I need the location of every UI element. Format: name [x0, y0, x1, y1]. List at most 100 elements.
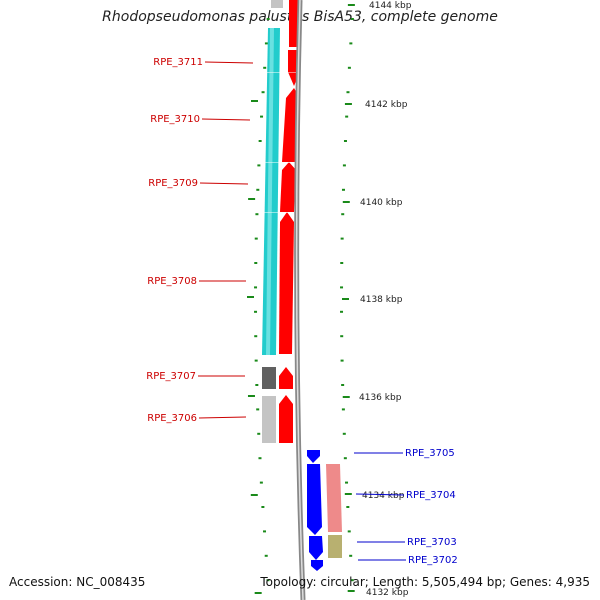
- feature-divider: [262, 162, 302, 163]
- tick-mark: [254, 286, 258, 289]
- tick-mark: [349, 554, 353, 557]
- left-gene-label: RPE_3710: [150, 114, 200, 125]
- olive-feature: [328, 535, 342, 558]
- left-gene-label: RPE_3709: [148, 178, 198, 189]
- accession-text: Accession: NC_008435: [9, 575, 146, 589]
- tick-mark: [254, 310, 258, 313]
- tick-mark: [254, 359, 258, 362]
- tick-mark: [266, 18, 270, 20]
- left-gene-label: RPE_3708: [147, 276, 197, 287]
- tick-mark: [350, 18, 354, 20]
- tick-mark: [259, 481, 263, 484]
- tick-mark: [255, 213, 259, 216]
- leader-line: [204, 61, 254, 64]
- tick-mark: [260, 115, 264, 118]
- left-tick-track: [247, 18, 270, 594]
- tick-mark: [345, 115, 349, 118]
- reverse-cds-arrow: [311, 560, 323, 571]
- major-tick: [250, 494, 258, 496]
- tick-mark: [340, 310, 344, 313]
- tick-mark: [342, 432, 346, 435]
- tick-mark: [263, 530, 267, 533]
- right-gene-label: RPE_3702: [408, 555, 458, 566]
- major-tick: [342, 298, 350, 300]
- right-gene-label: RPE_3703: [407, 537, 457, 548]
- tick-mark: [346, 91, 350, 94]
- tick-mark: [341, 384, 345, 386]
- tick-mark: [258, 140, 262, 142]
- scale-label: 4140 kbp: [360, 198, 403, 208]
- scale-label: 4132 kbp: [366, 588, 409, 598]
- cyan-feature-highlight: [266, 28, 274, 355]
- major-tick: [344, 103, 352, 105]
- cds-arrow: [280, 162, 296, 212]
- gene-labels: RPE_3711 RPE_3710 RPE_3709 RPE_3708 RPE_3707…: [146, 57, 458, 566]
- tick-mark: [257, 164, 261, 167]
- tick-mark: [258, 457, 262, 460]
- major-tick: [342, 201, 350, 203]
- tick-mark: [343, 140, 347, 142]
- leader-line: [355, 493, 405, 496]
- reverse-cds-arrow: [307, 450, 320, 463]
- scale-label: 4134 kbp: [362, 491, 405, 501]
- leader-line: [201, 118, 251, 121]
- major-tick: [342, 396, 350, 398]
- reverse-cds-arrow: [307, 464, 322, 535]
- scale-label: 4142 kbp: [365, 100, 408, 110]
- dark-gray-feature: [262, 367, 276, 389]
- leader-lines: [198, 61, 406, 561]
- tick-mark: [263, 66, 267, 69]
- tick-mark: [264, 42, 268, 45]
- gray-feature: [271, 0, 283, 8]
- right-tick-track: [340, 4, 355, 592]
- tick-mark: [347, 66, 351, 69]
- tick-mark: [350, 579, 354, 582]
- tick-mark: [340, 359, 344, 362]
- tick-mark: [349, 42, 353, 45]
- tick-mark: [254, 262, 258, 264]
- major-tick: [254, 592, 262, 594]
- scale-label: 4136 kbp: [359, 393, 402, 403]
- scale-label: 4144 kbp: [369, 1, 412, 11]
- tick-mark: [257, 432, 261, 435]
- left-gene-label: RPE_3706: [147, 413, 197, 424]
- major-tick: [247, 296, 255, 298]
- pink-feature: [326, 464, 342, 532]
- right-gene-label: RPE_3705: [405, 448, 455, 459]
- genome-summary-text: Topology: circular; Length: 5,505,494 bp…: [260, 575, 590, 589]
- tick-mark: [261, 91, 265, 94]
- tick-mark: [340, 335, 344, 338]
- cds-arrow: [279, 212, 294, 354]
- left-gene-label: RPE_3711: [153, 57, 203, 68]
- tick-mark: [345, 481, 349, 484]
- tick-mark: [340, 286, 344, 289]
- gray-feature: [262, 396, 276, 443]
- tick-mark: [346, 506, 350, 508]
- tick-mark: [256, 188, 260, 191]
- scale-labels: 4144 kbp 4142 kbp 4140 kbp 4138 kbp 4136 kbp…: [359, 1, 412, 598]
- major-tick: [344, 493, 352, 495]
- left-gene-label: RPE_3707: [146, 371, 196, 382]
- tick-mark: [254, 335, 258, 338]
- major-tick: [347, 590, 355, 592]
- reverse-cds-arrow: [309, 536, 323, 560]
- tick-mark: [347, 530, 351, 533]
- tick-mark: [255, 384, 259, 386]
- feature-divider: [262, 212, 302, 213]
- tick-mark: [343, 457, 347, 460]
- tick-mark: [266, 579, 270, 582]
- tick-mark: [340, 237, 344, 240]
- tick-mark: [341, 213, 345, 216]
- leader-line: [198, 416, 247, 419]
- tick-mark: [261, 506, 265, 508]
- major-tick: [347, 4, 355, 6]
- tick-mark: [341, 188, 345, 191]
- leader-line: [199, 182, 249, 185]
- right-gene-label: RPE_3704: [406, 490, 456, 501]
- tick-mark: [256, 408, 260, 411]
- feature-divider: [262, 72, 302, 73]
- cds-arrow: [279, 367, 293, 389]
- tick-mark: [342, 164, 346, 167]
- genome-backbone-highlight: [295, 0, 304, 600]
